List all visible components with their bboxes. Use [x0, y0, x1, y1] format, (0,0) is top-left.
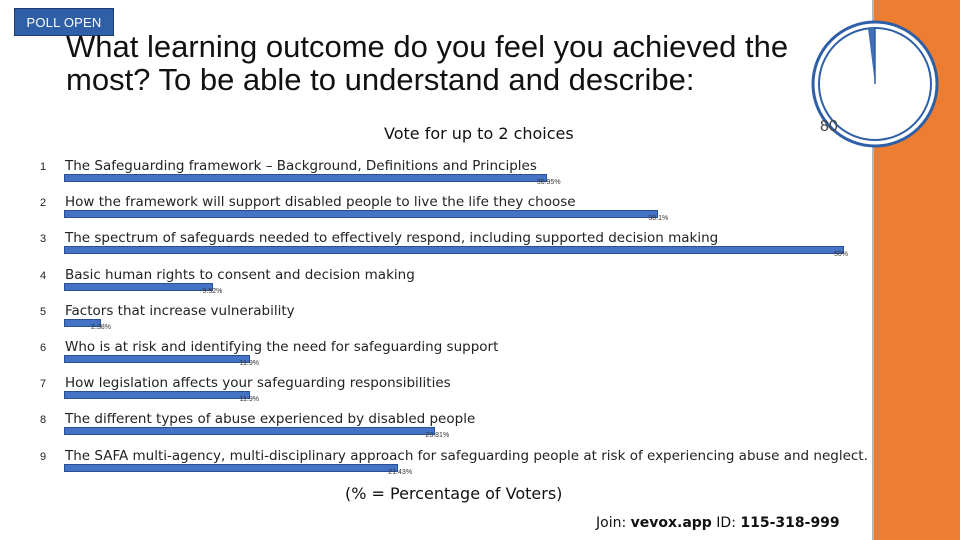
result-bar: [64, 282, 213, 291]
result-percent: 38.1%: [648, 215, 669, 223]
result-bar: [64, 463, 399, 472]
option-number: 1: [40, 161, 47, 173]
timer-wedge: [867, 28, 875, 84]
result-percent: 11.9%: [239, 360, 259, 367]
result-percent: 30.95%: [536, 179, 561, 186]
timer-count: 80: [820, 118, 838, 135]
option-number: 4: [40, 269, 47, 282]
join-site[interactable]: vevox.app: [630, 515, 712, 531]
vote-limit-text: Vote for up to 2 choices: [384, 124, 574, 143]
result-row: 3 The spectrum of safeguards needed to ef…: [0, 230, 960, 266]
countdown-timer: [811, 20, 939, 148]
join-instructions: Join: vevox.app ID: 115-318-999: [596, 515, 840, 531]
result-row: 9 The SAFA multi-agency, multi-disciplina…: [0, 448, 960, 484]
option-number: 2: [40, 197, 47, 210]
result-bar: [64, 355, 250, 363]
result-bar: [64, 318, 102, 327]
option-label: The SAFA multi-agency, multi-disciplinar…: [65, 447, 868, 464]
result-bar: [64, 427, 436, 436]
result-bar: [64, 391, 250, 400]
option-number: 9: [40, 450, 47, 463]
join-prefix: Join:: [596, 515, 631, 531]
result-percent: 23.81%: [425, 432, 450, 440]
option-number: 5: [40, 305, 47, 318]
panel-divider: [872, 0, 874, 540]
option-number: 8: [40, 414, 47, 427]
result-row: 5 Factors that increase vulnerability 2.38…: [0, 303, 960, 339]
option-label: Basic human rights to consent and decisi…: [65, 266, 415, 283]
result-percent: 50%: [834, 251, 849, 259]
option-label: The spectrum of safeguards needed to eff…: [65, 230, 719, 247]
option-label: The different types of abuse experienced…: [65, 411, 476, 428]
join-id-label: ID:: [711, 515, 741, 531]
option-label: How the framework will support disabled …: [65, 194, 576, 211]
result-percent: 21.43%: [388, 468, 413, 476]
option-number: 3: [40, 233, 47, 246]
option-label: How legislation affects your safeguardin…: [65, 375, 451, 392]
join-id: 115-318-999: [740, 515, 840, 531]
percentage-note: (% = Percentage of Voters): [345, 484, 563, 503]
option-label: Factors that increase vulnerability: [65, 302, 295, 319]
option-number: 6: [40, 342, 47, 354]
result-percent: 2.38%: [91, 323, 111, 331]
question-title: What learning outcome do you feel you ac…: [66, 29, 789, 97]
poll-status-badge: POLL OPEN: [14, 8, 114, 36]
result-bar: [64, 210, 659, 219]
result-row: 8 The different types of abuse experience…: [0, 411, 960, 447]
result-row: 4 Basic human rights to consent and decis…: [0, 267, 960, 303]
option-number: 7: [40, 378, 47, 391]
option-label: Who is at risk and identifying the need …: [65, 339, 499, 355]
result-percent: 9.52%: [202, 287, 223, 295]
result-row: 7 How legislation affects your safeguardi…: [0, 375, 960, 411]
result-row: 2 How the framework will support disabled…: [0, 194, 960, 230]
result-row: 6 Who is at risk and identifying the need…: [0, 339, 960, 375]
result-bar: [64, 246, 844, 255]
option-label: The Safeguarding framework – Background,…: [65, 158, 537, 174]
result-percent: 11.9%: [239, 396, 259, 404]
result-bar: [64, 174, 547, 182]
result-row: 1 The Safeguarding framework – Background…: [0, 158, 960, 194]
